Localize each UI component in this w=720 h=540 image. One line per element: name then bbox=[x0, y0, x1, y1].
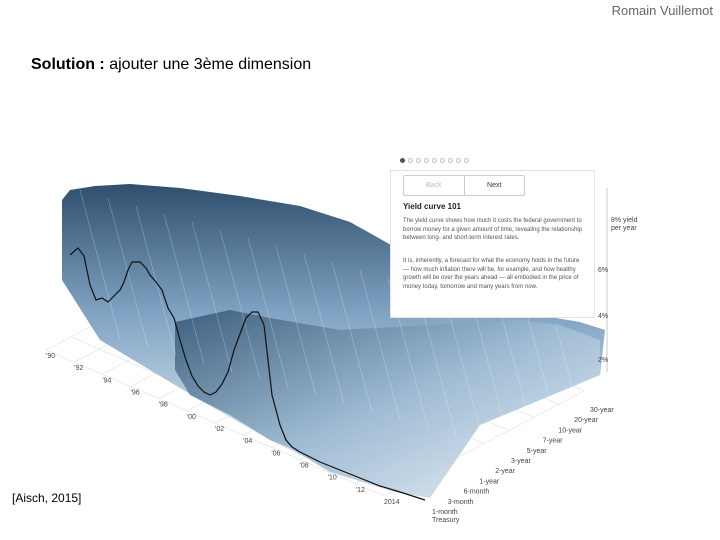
surface-mesh bbox=[79, 189, 597, 477]
year-tick-label: '12 bbox=[356, 487, 365, 494]
surface-mesh-line bbox=[555, 325, 597, 477]
slide-headline: Solution : ajouter une 3ème dimension bbox=[31, 56, 311, 74]
maturity-tick-label: 2-year bbox=[495, 468, 516, 475]
surface-mesh-line bbox=[331, 261, 373, 413]
surface-mesh-line bbox=[359, 269, 401, 421]
maturity-tick-label: 20-year bbox=[574, 417, 598, 424]
maturity-tick-label: 3-month bbox=[448, 499, 474, 506]
surface-mesh-line bbox=[499, 309, 541, 461]
maturity-tick-label: 1-month Treasury bbox=[432, 509, 460, 524]
surface-mesh-line bbox=[471, 301, 513, 453]
year-axis: '90 '92 '94 '96 '98 '00 '02 '04 '06 '08 '10 '12 2014 bbox=[46, 353, 400, 506]
surface-mesh-line bbox=[247, 237, 289, 389]
surface-mesh-line bbox=[219, 229, 261, 381]
card-paragraph-2: It is, inherently, a forecast for what t… bbox=[403, 258, 580, 290]
year-tick-label: '06 bbox=[271, 450, 280, 457]
year-tick-label: '90 bbox=[46, 353, 55, 360]
year-tick-label: 2014 bbox=[384, 499, 400, 506]
maturity-tick-label: 10-year bbox=[558, 427, 582, 434]
one-month-rate-line bbox=[69, 247, 426, 501]
year-tick-label: '94 bbox=[102, 377, 111, 384]
page-dot[interactable] bbox=[416, 158, 421, 163]
year-tick-label: '92 bbox=[74, 365, 83, 372]
rate-axis: 2% 4% 6% 8% yield per year bbox=[598, 217, 638, 364]
maturity-tick-label: 5-year bbox=[527, 448, 548, 455]
year-tick-label: '04 bbox=[243, 438, 252, 445]
year-tick-label: '08 bbox=[300, 463, 309, 470]
year-tick-label: '00 bbox=[187, 414, 196, 421]
page-dot[interactable] bbox=[448, 158, 453, 163]
back-button[interactable]: Back bbox=[404, 176, 465, 195]
surface-mesh-line bbox=[163, 213, 205, 365]
card-nav: Back Next bbox=[403, 175, 525, 196]
surface-mesh-line bbox=[303, 253, 345, 405]
maturity-tick-label: 6-month bbox=[464, 489, 490, 496]
surface-mesh-line bbox=[135, 205, 177, 357]
headline-bold: Solution : bbox=[31, 56, 105, 73]
maturity-tick-label: 1-year bbox=[479, 478, 500, 485]
floor-grid-line bbox=[45, 349, 385, 497]
page-dot[interactable] bbox=[456, 158, 461, 163]
page-dot[interactable] bbox=[464, 158, 469, 163]
maturity-tick-label: 7-year bbox=[543, 438, 564, 445]
page-dot[interactable] bbox=[432, 158, 437, 163]
next-button[interactable]: Next bbox=[487, 182, 502, 189]
surface-mesh-line bbox=[443, 293, 485, 445]
yield-curve-info-card: Back Next Yield curve 101 The yield curv… bbox=[390, 170, 595, 318]
year-tick-label: '98 bbox=[159, 402, 168, 409]
card-title: Yield curve 101 bbox=[403, 202, 461, 211]
maturity-tick-label: 3-year bbox=[511, 458, 532, 465]
card-paragraph-1: The yield curve shows how much it costs … bbox=[403, 218, 583, 241]
surface-mesh-line bbox=[79, 189, 121, 341]
citation: [Aisch, 2015] bbox=[12, 491, 82, 505]
rate-tick-label: 2% bbox=[598, 357, 608, 364]
surface-mesh-line bbox=[527, 317, 569, 469]
page-dot[interactable] bbox=[424, 158, 429, 163]
maturity-axis: 1-month Treasury 3-month 6-month 1-year 2-yea… bbox=[432, 407, 614, 524]
page-dot[interactable] bbox=[408, 158, 413, 163]
author-name: Romain Vuillemot bbox=[611, 3, 713, 18]
headline-rest: ajouter une 3ème dimension bbox=[104, 56, 312, 73]
maturity-tick-label: 30-year bbox=[590, 407, 614, 414]
year-tick-label: '02 bbox=[215, 426, 224, 433]
surface-mesh-line bbox=[107, 197, 149, 349]
rate-tick-label: 6% bbox=[598, 267, 608, 274]
pagination-dots[interactable] bbox=[400, 158, 469, 163]
surface-mesh-line bbox=[275, 245, 317, 397]
rate-tick-label: 4% bbox=[598, 313, 608, 320]
page-dot[interactable] bbox=[400, 158, 405, 163]
year-tick-label: '96 bbox=[131, 390, 140, 397]
page-dot[interactable] bbox=[440, 158, 445, 163]
surface-mesh-line bbox=[191, 221, 233, 373]
year-tick-label: '10 bbox=[328, 475, 337, 482]
rate-tick-label: 8% yield per year bbox=[611, 217, 638, 232]
yield-surface-front bbox=[175, 310, 600, 498]
